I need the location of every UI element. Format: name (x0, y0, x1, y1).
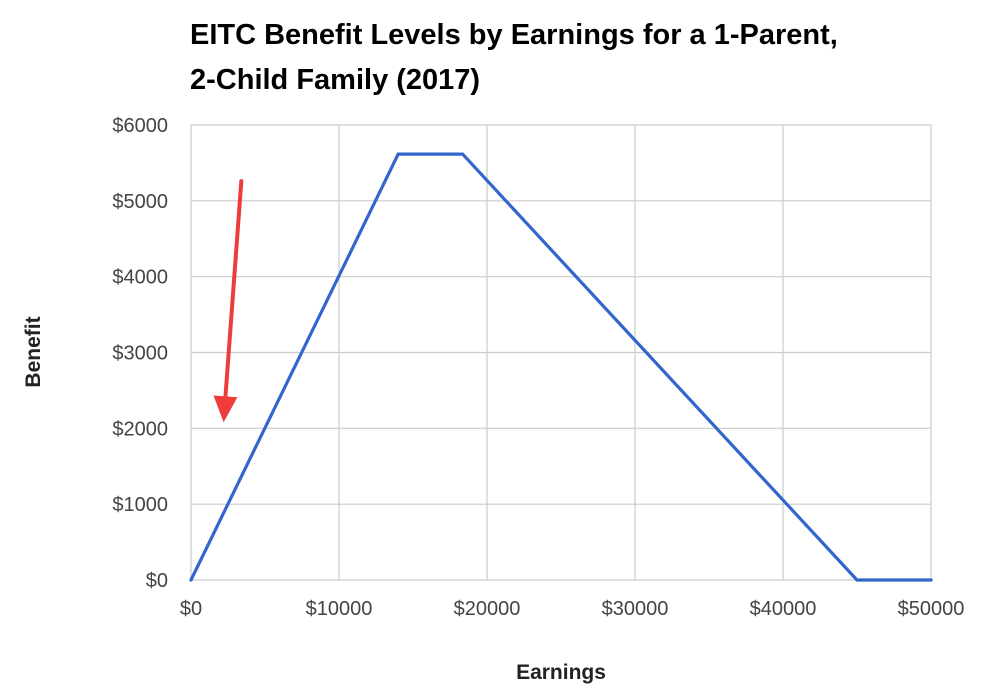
series-0-point-2 (460, 152, 465, 156)
annotation-arrow-shaft (223, 179, 244, 399)
y-tick-label-0: $0 (146, 570, 168, 592)
benefit-line-series-0 (189, 152, 933, 582)
series-0-point-0 (189, 578, 193, 582)
series-0-point-4 (929, 578, 933, 582)
chart-title-line-1: EITC Benefit Levels by Earnings for a 1-… (190, 19, 838, 51)
y-tick-label-2000: $2000 (112, 418, 168, 440)
x-tick-label-50000: $50000 (898, 598, 965, 620)
x-axis-title: Earnings (516, 661, 606, 684)
series-layer (189, 152, 933, 582)
y-tick-label-5000: $5000 (112, 191, 168, 213)
gridlines (190, 124, 932, 581)
y-tick-label-6000: $6000 (112, 115, 168, 137)
y-axis-title: Benefit (22, 316, 45, 387)
x-tick-label-40000: $40000 (750, 598, 817, 620)
y-tick-label-1000: $1000 (112, 494, 168, 516)
x-tick-label-0: $0 (180, 598, 202, 620)
x-axis-tick-labels: $0 $10000 $20000 $30000 $40000 $50000 (180, 598, 965, 620)
series-0-point-1 (396, 152, 400, 156)
annotation-arrow-head (213, 395, 238, 423)
y-axis-tick-labels: $0 $1000 $2000 $3000 $4000 $5000 $6000 (112, 115, 168, 592)
annotation-layer (213, 179, 244, 423)
x-tick-label-20000: $20000 (454, 598, 521, 620)
y-tick-label-3000: $3000 (112, 343, 168, 365)
x-tick-label-10000: $10000 (306, 598, 373, 620)
series-0-point-3 (855, 578, 859, 582)
y-tick-label-4000: $4000 (112, 267, 168, 289)
chart-title-line-2: 2-Child Family (2017) (190, 64, 480, 96)
x-tick-label-30000: $30000 (602, 598, 669, 620)
